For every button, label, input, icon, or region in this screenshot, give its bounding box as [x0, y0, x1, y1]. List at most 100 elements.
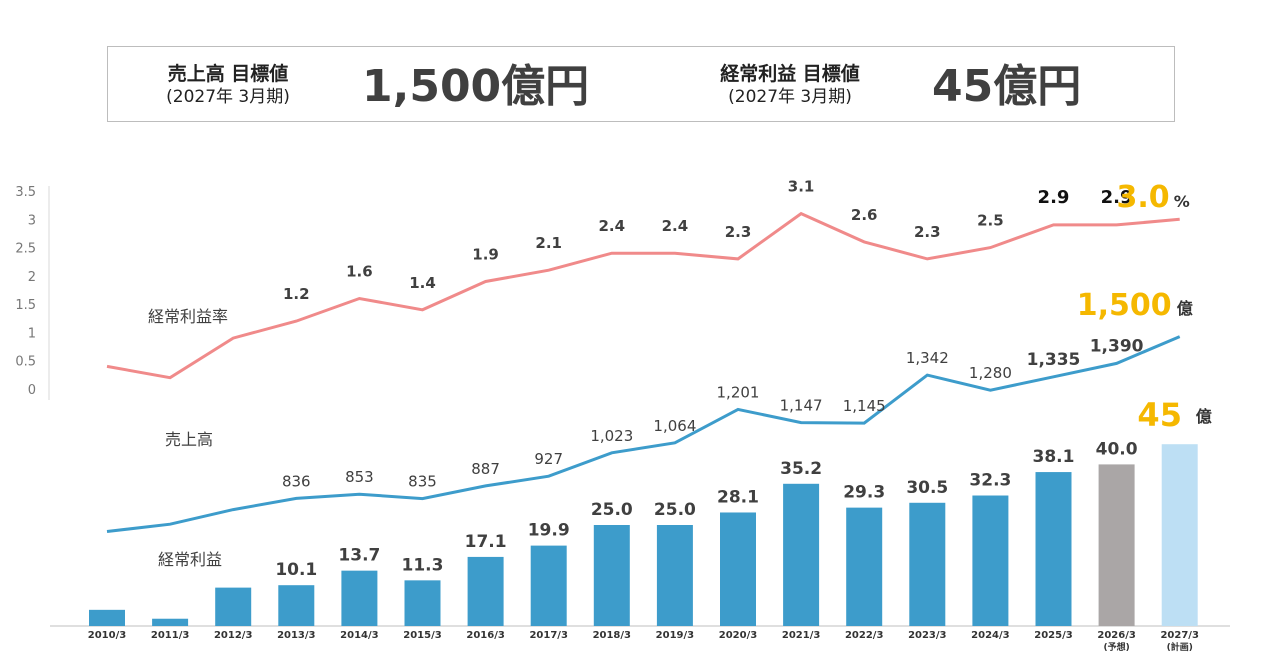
y-tick-label: 2.5	[15, 242, 36, 257]
profit-bar	[467, 556, 504, 626]
sales-label: 927	[534, 450, 563, 468]
margin-rate-label: 3.1	[788, 178, 815, 196]
profit-bar	[341, 570, 378, 626]
margin-rate-label: 1.4	[409, 274, 436, 292]
x-tick-label: 2027/3	[1160, 630, 1198, 641]
profit-bar-label: 40.0	[1096, 439, 1138, 459]
margin-rate-label: 2.4	[599, 217, 626, 235]
profit-bar-label: 29.3	[843, 483, 885, 503]
profit-bar-label: 25.0	[654, 500, 696, 520]
sales-label: 1,064	[653, 417, 696, 435]
margin-rate-line	[106, 211, 1180, 380]
x-tick-label: 2017/3	[529, 630, 567, 641]
sales-label: 1,147	[780, 397, 823, 415]
margin-rate-label: 2.9	[1101, 187, 1133, 208]
x-tick-label: 2011/3	[151, 630, 189, 641]
profit-bar	[89, 609, 125, 626]
margin-rate-label: 2.9	[1038, 187, 1070, 208]
x-tick-label: 2018/3	[593, 630, 631, 641]
profit-bar	[530, 545, 567, 626]
profit-bar	[846, 507, 883, 626]
sales-label: 1,145	[843, 397, 886, 415]
sales-label: 1,280	[969, 364, 1012, 382]
x-tick-label: 2024/3	[971, 630, 1009, 641]
profit-bar	[152, 618, 189, 626]
x-tick-label: 2021/3	[782, 630, 820, 641]
sales-label: 887	[471, 460, 500, 478]
profit-bar	[972, 495, 1009, 626]
profit-unit-label: 億	[1196, 407, 1212, 426]
profit-bar	[1098, 464, 1135, 626]
y-tick-label: 0.5	[15, 355, 36, 370]
sales-target-label: 売上高 目標値 (2027年 3月期)	[128, 62, 328, 108]
profit-bar	[278, 585, 315, 626]
sales-target-label: 1,500	[1077, 288, 1172, 323]
margin-rate-label: 2.3	[725, 223, 752, 241]
margin-target-label: 3.0	[1117, 180, 1170, 215]
profit-target-value: 45億円	[932, 61, 1082, 112]
x-tick-label: 2020/3	[719, 630, 757, 641]
sales-label: 1,390	[1090, 336, 1144, 356]
profit-bar	[215, 587, 252, 626]
profit-target-label: 45	[1137, 396, 1182, 434]
x-tick-label: 2014/3	[340, 630, 378, 641]
margin-rate-label: 2.4	[662, 217, 689, 235]
profit-bar-label: 19.9	[528, 521, 570, 541]
margin-rate-label: 2.1	[535, 234, 562, 252]
x-tick-sublabel: (計画)	[1167, 641, 1193, 653]
sales-line	[106, 335, 1181, 533]
sales-label: 1,023	[590, 427, 633, 445]
margin-rate-label: 1.2	[283, 285, 310, 303]
profit-bar-label: 38.1	[1033, 447, 1075, 467]
profit-bar	[783, 483, 820, 626]
sales-label: 836	[282, 472, 311, 490]
x-tick-sublabel: (予想)	[1103, 641, 1129, 653]
profit-bar	[720, 512, 756, 626]
x-tick-label: 2023/3	[908, 630, 946, 641]
x-tick-label: 2019/3	[656, 630, 694, 641]
x-tick-label: 2012/3	[214, 630, 252, 641]
profit-bar-label: 13.7	[338, 546, 380, 566]
profit-bar-label: 35.2	[780, 459, 822, 479]
y-tick-label: 2	[28, 270, 36, 285]
profit-target-period: (2027年 3月期)	[728, 87, 852, 107]
sales-label: 835	[408, 473, 437, 491]
series-title-sales: 売上高	[165, 430, 213, 449]
margin-rate-label: 1.9	[472, 246, 499, 264]
x-tick-label: 2016/3	[466, 630, 504, 641]
profit-bar-label: 11.3	[402, 555, 444, 575]
sales-unit-label: 億	[1177, 299, 1193, 318]
x-tick-label: 2025/3	[1034, 630, 1072, 641]
series-title-margin-rate: 経常利益率	[148, 307, 228, 326]
profit-target-title: 経常利益 目標値	[720, 63, 860, 85]
x-tick-label: 2022/3	[845, 630, 883, 641]
y-tick-label: 3	[28, 213, 36, 228]
x-tick-label: 2015/3	[403, 630, 441, 641]
x-tick-label: 2010/3	[88, 630, 126, 641]
margin-rate-label: 2.5	[977, 212, 1004, 230]
profit-bar	[656, 525, 693, 626]
target-summary-box	[107, 46, 1175, 122]
sales-label: 1,335	[1027, 350, 1081, 370]
profit-bar-label: 30.5	[906, 478, 948, 498]
sales-label: 1,342	[906, 349, 949, 367]
sales-label: 1,201	[717, 383, 760, 401]
profit-bar	[1035, 472, 1072, 626]
profit-target-label: 経常利益 目標値 (2027年 3月期)	[690, 62, 890, 108]
y-tick-label: 0	[28, 383, 36, 398]
profit-bar	[909, 502, 946, 626]
margin-rate-label: 2.3	[914, 223, 941, 241]
margin-rate-label: 1.6	[346, 262, 373, 280]
y-tick-label: 3.5	[15, 185, 36, 200]
margin-rate-label: 2.6	[851, 206, 878, 224]
profit-bar-label: 28.1	[717, 487, 759, 507]
profit-bar	[404, 580, 441, 626]
profit-bar	[593, 525, 630, 626]
profit-bar-label: 10.1	[275, 560, 317, 580]
sales-target-period: (2027年 3月期)	[166, 87, 290, 107]
sales-target-title: 売上高 目標値	[167, 63, 289, 85]
series-title-profit: 経常利益	[158, 550, 222, 569]
sales-label: 853	[345, 468, 374, 486]
y-tick-label: 1.5	[15, 298, 36, 313]
